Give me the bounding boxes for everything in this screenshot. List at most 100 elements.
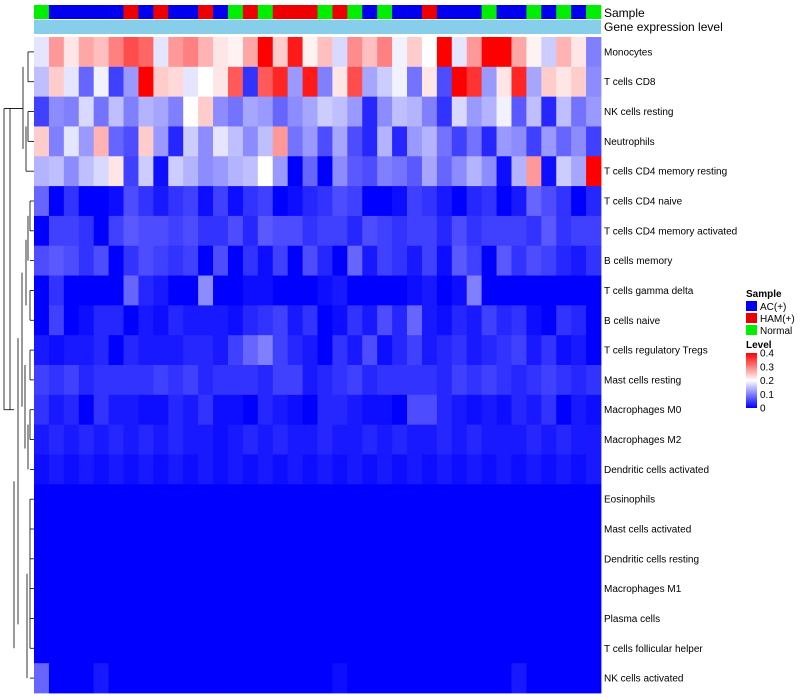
heatmap-cell bbox=[436, 514, 453, 545]
heatmap-cell bbox=[242, 215, 259, 247]
heatmap-cell bbox=[526, 245, 542, 276]
heatmap-cell bbox=[302, 186, 318, 217]
heatmap-cell bbox=[496, 484, 512, 515]
heatmap-cell bbox=[332, 394, 348, 426]
heatmap-cell bbox=[287, 156, 303, 187]
heatmap-cell bbox=[48, 365, 65, 396]
heatmap-cell bbox=[392, 96, 408, 127]
heatmap-cell bbox=[138, 394, 154, 426]
heatmap-cell bbox=[317, 215, 333, 247]
heatmap-cell bbox=[287, 424, 303, 455]
heatmap-cell bbox=[317, 245, 333, 276]
heatmap-cell bbox=[168, 305, 184, 336]
heatmap-cell bbox=[198, 663, 214, 694]
heatmap-cell bbox=[451, 365, 468, 396]
heatmap-cell bbox=[287, 66, 303, 98]
heatmap-cell bbox=[541, 96, 557, 127]
heatmap-cell bbox=[168, 37, 184, 68]
heatmap-cell bbox=[541, 573, 557, 604]
heatmap-cell bbox=[34, 633, 50, 664]
heatmap-cell bbox=[198, 305, 214, 336]
heatmap-cell bbox=[511, 514, 527, 545]
heatmap-cell bbox=[153, 37, 169, 68]
heatmap-cell bbox=[213, 424, 229, 455]
heatmap-cell bbox=[123, 275, 139, 306]
heatmap-cell bbox=[511, 215, 527, 247]
heatmap-cell bbox=[63, 454, 80, 485]
heatmap-cell bbox=[466, 335, 483, 366]
heatmap-cell bbox=[63, 394, 80, 426]
heatmap-cell bbox=[436, 424, 453, 455]
heatmap-cell bbox=[123, 424, 139, 455]
heatmap-cell bbox=[317, 275, 333, 306]
heatmap-cell bbox=[317, 365, 333, 396]
heatmap-cell bbox=[571, 245, 587, 276]
heatmap-cell bbox=[242, 663, 259, 694]
heatmap-cell bbox=[138, 365, 154, 396]
heatmap-cell bbox=[242, 424, 259, 455]
heatmap-cell bbox=[347, 215, 363, 247]
legend-sample-title: Sample bbox=[746, 289, 782, 300]
heatmap-cell bbox=[496, 663, 512, 694]
gene-annotation-label: Gene expression level bbox=[604, 20, 723, 34]
heatmap-cell bbox=[571, 543, 587, 575]
heatmap-cell bbox=[242, 305, 259, 336]
heatmap-cell bbox=[451, 126, 468, 157]
heatmap-cell bbox=[48, 663, 65, 694]
heatmap-cell bbox=[123, 37, 139, 68]
row-label: T cells regulatory Tregs bbox=[604, 346, 708, 357]
heatmap-cell bbox=[526, 215, 542, 247]
heatmap-cell bbox=[108, 394, 124, 426]
heatmap-cell bbox=[571, 215, 587, 247]
heatmap-cell bbox=[63, 573, 80, 604]
heatmap-cell bbox=[108, 424, 124, 455]
heatmap-cell bbox=[168, 275, 184, 306]
heatmap-cell bbox=[481, 66, 497, 98]
heatmap-cell bbox=[213, 603, 229, 634]
heatmap-cell bbox=[466, 603, 483, 634]
heatmap-cell bbox=[571, 305, 587, 336]
heatmap-cell bbox=[347, 484, 363, 515]
heatmap-cell bbox=[392, 543, 408, 575]
heatmap-cell bbox=[93, 543, 110, 575]
heatmap-cell bbox=[407, 275, 423, 306]
heatmap-cell bbox=[287, 305, 303, 336]
heatmap-cell bbox=[123, 543, 139, 575]
heatmap-cell bbox=[451, 543, 468, 575]
heatmap-cell bbox=[586, 245, 602, 276]
heatmap-cell bbox=[227, 156, 244, 187]
heatmap-cell bbox=[183, 454, 199, 485]
heatmap-cell bbox=[347, 424, 363, 455]
heatmap-cell bbox=[168, 633, 184, 664]
heatmap-cell bbox=[93, 215, 110, 247]
heatmap-cell bbox=[108, 126, 124, 157]
heatmap-cell bbox=[421, 365, 438, 396]
heatmap-cell bbox=[556, 633, 572, 664]
heatmap-cell bbox=[407, 96, 423, 127]
heatmap-cell bbox=[571, 573, 587, 604]
heatmap-cell bbox=[421, 424, 438, 455]
heatmap-cell bbox=[242, 365, 259, 396]
sample-annotation-cell bbox=[168, 5, 184, 19]
sample-annotation-cell bbox=[347, 5, 363, 19]
heatmap-cell bbox=[168, 603, 184, 634]
heatmap-cell bbox=[108, 186, 124, 217]
heatmap-cell bbox=[586, 573, 602, 604]
heatmap-cell bbox=[257, 543, 274, 575]
heatmap-cell bbox=[556, 663, 572, 694]
heatmap-cell bbox=[392, 573, 408, 604]
heatmap-cell bbox=[183, 394, 199, 426]
heatmap-cell bbox=[272, 66, 289, 98]
heatmap-cell bbox=[213, 514, 229, 545]
heatmap-cell bbox=[586, 215, 602, 247]
heatmap-cell bbox=[347, 514, 363, 545]
heatmap-cell bbox=[466, 126, 483, 157]
heatmap-cell bbox=[496, 305, 512, 336]
heatmap-cell bbox=[407, 603, 423, 634]
heatmap-cell bbox=[153, 275, 169, 306]
heatmap-cell bbox=[317, 305, 333, 336]
heatmap-cell bbox=[586, 394, 602, 426]
heatmap-cell bbox=[511, 96, 527, 127]
heatmap-cell bbox=[526, 603, 542, 634]
heatmap-cell bbox=[332, 603, 348, 634]
